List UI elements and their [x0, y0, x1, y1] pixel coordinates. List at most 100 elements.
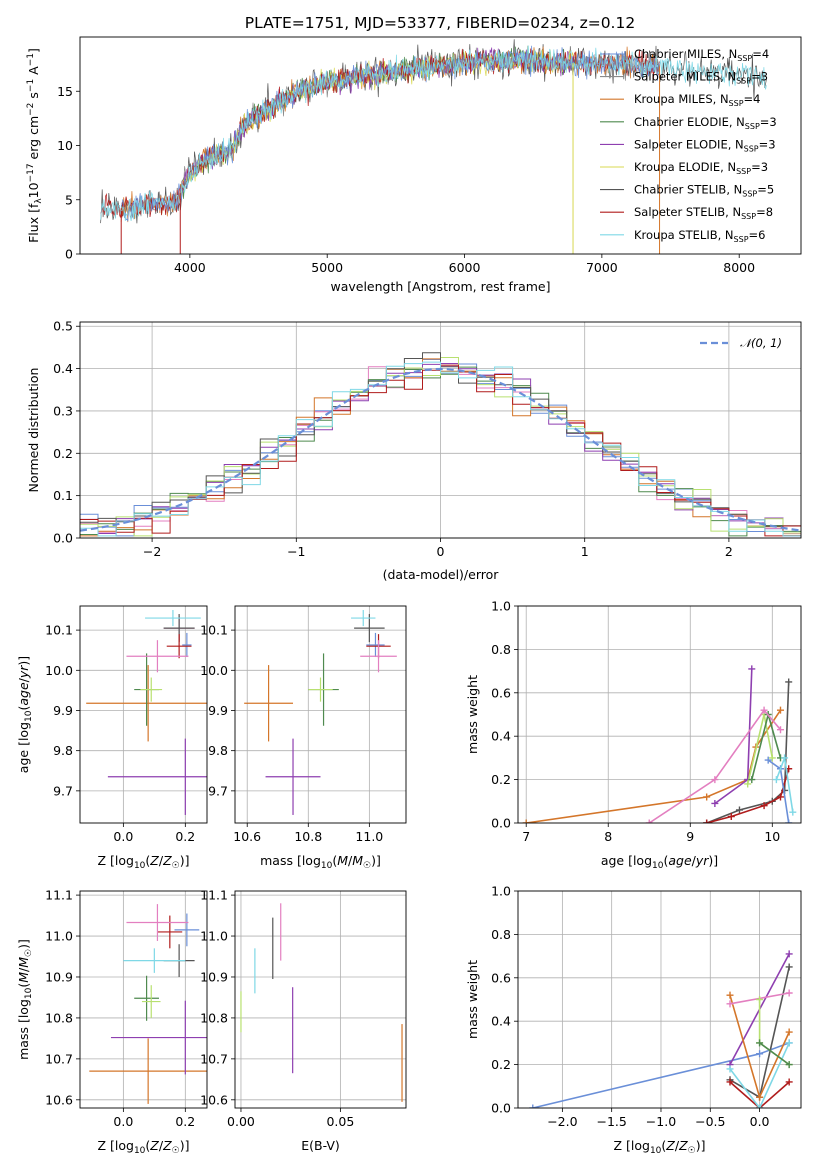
x-tick-label: −2.0: [547, 1114, 577, 1129]
weight-series: [711, 665, 756, 807]
weight-series: [756, 1039, 793, 1069]
legend-entry: Kroupa ELODIE, NSSP=3: [634, 160, 768, 176]
error-point: [265, 738, 321, 815]
y-tick-label: 11.1: [45, 888, 73, 903]
y-tick-label: 10: [57, 138, 73, 153]
y-tick-label: 10.9: [200, 969, 228, 984]
weight-marker: [764, 756, 772, 764]
axes-frame: [234, 890, 407, 1109]
spectrum-line: [120, 45, 660, 222]
y-tick-label: 10.7: [200, 1051, 228, 1066]
weight-marker: [522, 819, 530, 823]
axes-frame: [234, 605, 407, 824]
y-axis-label: mass weight: [465, 960, 480, 1039]
y-axis-label: mass weight: [465, 675, 480, 754]
x-tick-label: 11.0: [355, 829, 383, 844]
weight-marker: [776, 793, 784, 801]
weight-marker: [785, 989, 793, 997]
legend-entry: Salpeter MILES, NSSP=3: [634, 70, 768, 86]
error-point: [145, 610, 201, 627]
x-tick-label: 10.6: [233, 829, 261, 844]
normal-curve: [80, 367, 801, 532]
y-tick-label: 10.9: [45, 969, 73, 984]
weight-marker: [756, 1093, 764, 1101]
x-axis-label: age [log10(age/yr)]: [601, 853, 718, 871]
error-point: [110, 1000, 207, 1075]
x-tick-label: 0.00: [227, 1114, 255, 1129]
y-tick-label: 11.0: [200, 929, 228, 944]
y-axis-label: Normed distribution: [26, 368, 41, 493]
spectrum-line: [100, 48, 660, 218]
x-axis-label: E(B-V): [301, 1138, 340, 1153]
legend-entry: Kroupa MILES, NSSP=4: [634, 92, 760, 108]
plot-area: [86, 610, 207, 815]
error-point: [166, 634, 192, 659]
plot-area: [529, 950, 793, 1108]
weight-marker: [645, 819, 653, 823]
y-tick-label: 0.2: [491, 772, 511, 787]
x-tick-label: 1: [581, 544, 589, 559]
weight-marker: [748, 776, 756, 784]
x-tick-label: 6000: [449, 260, 481, 275]
plot-area: [89, 904, 207, 1104]
weight-series: [772, 754, 797, 816]
spectrum-line: [179, 47, 575, 195]
weight-marker: [785, 819, 793, 823]
x-tick-label: 0.0: [113, 829, 133, 844]
mass-vs-EBV-grid: [235, 891, 406, 1108]
weight-marker: [744, 780, 752, 788]
weight-marker: [726, 1065, 734, 1073]
y-tick-label: 0.8: [491, 927, 511, 942]
weight-marker: [703, 819, 711, 823]
x-tick-label: 0: [437, 544, 445, 559]
legend-entry: Kroupa STELIB, NSSP=6: [634, 228, 765, 244]
y-tick-label: 10.1: [45, 623, 73, 638]
weight-marker: [789, 808, 797, 816]
axes-frame: [79, 605, 208, 824]
x-tick-label: 8: [604, 829, 612, 844]
legend-entry: Chabrier MILES, NSSP=4: [634, 47, 769, 63]
weight-marker: [756, 1104, 764, 1108]
axes-frame: [79, 890, 208, 1109]
x-tick-label: −1: [287, 544, 305, 559]
weight-marker: [711, 799, 719, 807]
weight-marker: [785, 963, 793, 971]
error-point: [89, 1038, 207, 1104]
x-tick-label: 10.8: [294, 829, 322, 844]
y-tick-label: 10.1: [200, 623, 228, 638]
weight-marker: [776, 706, 784, 714]
legend-entry: 𝒩(0, 1): [740, 336, 782, 350]
plot-area: [244, 610, 397, 815]
weight-marker: [768, 754, 776, 762]
weight-series: [645, 706, 784, 823]
y-tick-label: 0.4: [491, 1014, 511, 1029]
error-point: [107, 738, 207, 815]
y-tick-label: 10.7: [45, 1051, 73, 1066]
y-tick-label: 1.0: [491, 599, 511, 614]
error-point: [182, 632, 192, 658]
weight-marker: [756, 996, 764, 1003]
weight-marker: [785, 678, 793, 686]
weight-marker: [756, 1050, 764, 1058]
x-tick-label: 7000: [586, 260, 618, 275]
x-tick-label: 2: [725, 544, 733, 559]
age-vs-Z-grid: [80, 606, 207, 823]
legend-entry: Salpeter ELODIE, NSSP=3: [634, 137, 776, 153]
y-tick-label: 11.1: [200, 888, 228, 903]
weight-marker: [748, 665, 756, 673]
x-axis-label: Z [log10(Z/Z☉)]: [97, 853, 189, 871]
weight-marker: [785, 1039, 793, 1047]
weight-marker: [727, 812, 735, 820]
axes-frame: [517, 890, 802, 1109]
error-point: [174, 913, 200, 947]
plot-area: [522, 665, 797, 823]
y-tick-label: 5: [65, 192, 73, 207]
y-tick-label: 10.6: [45, 1092, 73, 1107]
legend-entry: Chabrier ELODIE, NSSP=3: [634, 115, 777, 131]
error-point: [244, 665, 294, 742]
y-tick-label: 9.8: [208, 743, 228, 758]
y-tick-label: 0.4: [491, 729, 511, 744]
y-tick-label: 9.9: [208, 703, 228, 718]
x-tick-label: −2: [143, 544, 161, 559]
weight-marker: [776, 726, 784, 734]
